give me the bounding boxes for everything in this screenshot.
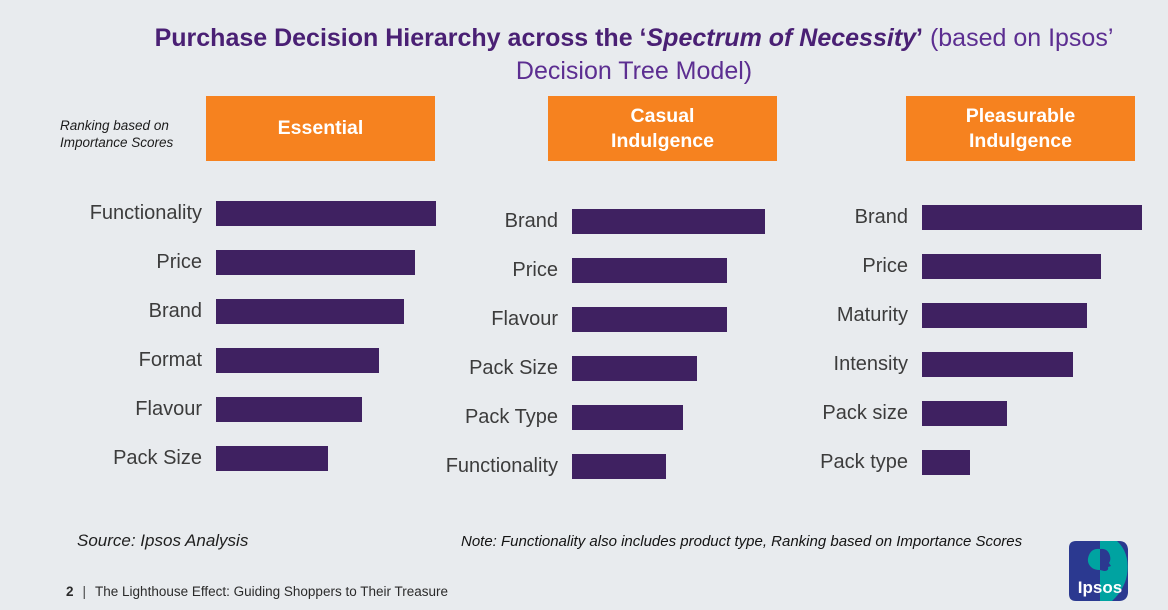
- bar-row: Pack Type: [358, 405, 765, 430]
- bar-label: Flavour: [491, 308, 558, 330]
- bar-row: Price: [2, 250, 436, 275]
- bar-row: Brand: [358, 209, 765, 234]
- bar-row: Price: [358, 258, 765, 283]
- source-note: Source: Ipsos Analysis: [77, 531, 249, 550]
- importance-bar: [922, 401, 1007, 426]
- bar-row: Price: [708, 254, 1142, 279]
- importance-bar: [922, 254, 1101, 279]
- bar-row: Pack size: [708, 401, 1142, 426]
- bar-group-essential: Functionality Price Brand Format Flavour Pack…: [2, 201, 436, 495]
- footnote: Note: Functionality also includes produc…: [461, 533, 1023, 550]
- footer-separator: |: [82, 584, 87, 599]
- bar-row: Functionality: [2, 201, 436, 226]
- importance-bar: [216, 201, 436, 226]
- title-suffix-line2: Decision Tree Model): [515, 57, 753, 85]
- importance-bar: [216, 397, 362, 422]
- footer-title: The Lighthouse Effect: Guiding Shoppers …: [95, 584, 448, 599]
- bar-label: Pack Size: [113, 447, 202, 469]
- bar-row: Brand: [2, 299, 436, 324]
- bar-label: Pack size: [822, 402, 908, 424]
- bar-row: Intensity: [708, 352, 1142, 377]
- bar-label: Pack Size: [469, 357, 558, 379]
- bar-row: Flavour: [358, 307, 765, 332]
- ipsos-logo-text: Ipsos: [1078, 578, 1122, 597]
- ipsos-logo: Ipsos: [1069, 541, 1132, 601]
- page-title: Purchase Decision Hierarchy across the ‘…: [134, 22, 1134, 88]
- importance-bar: [922, 205, 1142, 230]
- bar-row: Pack type: [708, 450, 1142, 475]
- bar-label: Format: [138, 349, 202, 371]
- bar-label: Price: [156, 251, 202, 273]
- importance-bar: [572, 209, 765, 234]
- bar-label: Brand: [148, 300, 202, 322]
- bar-row: Maturity: [708, 303, 1142, 328]
- bar-label: Brand: [854, 206, 908, 228]
- bar-label: Maturity: [836, 304, 908, 326]
- bar-group-pleasurable-indulgence: Brand Price Maturity Intensity Pack size Pack…: [708, 205, 1142, 499]
- column-header-pleasurable-indulgence: Pleasurable Indulgence: [906, 96, 1135, 161]
- title-emphasis: Spectrum of Necessity: [646, 24, 917, 52]
- importance-bar: [922, 450, 970, 475]
- importance-bar: [572, 258, 727, 283]
- ranking-annotation: Ranking based on Importance Scores: [60, 118, 174, 150]
- bar-row: Brand: [708, 205, 1142, 230]
- bar-row: Flavour: [2, 397, 436, 422]
- importance-bar: [216, 446, 328, 471]
- title-close-quote: ’: [916, 24, 923, 52]
- column-header-casual-indulgence: Casual Indulgence: [548, 96, 777, 161]
- bar-row: Format: [2, 348, 436, 373]
- title-main: Purchase Decision Hierarchy across the ‘: [154, 24, 647, 52]
- title-suffix: (based on Ipsos’: [923, 24, 1114, 52]
- bar-label: Functionality: [89, 202, 202, 224]
- importance-bar: [922, 303, 1087, 328]
- bar-label: Flavour: [135, 398, 202, 420]
- ipsos-face-left: [1087, 548, 1100, 570]
- importance-bar: [572, 454, 666, 479]
- bar-label: Pack Type: [464, 406, 558, 428]
- bar-row: Pack Size: [2, 446, 436, 471]
- bar-label: Brand: [504, 210, 558, 232]
- importance-bar: [216, 299, 404, 324]
- importance-bar: [572, 405, 683, 430]
- bar-row: Functionality: [358, 454, 765, 479]
- importance-bar: [216, 250, 415, 275]
- bar-label: Intensity: [833, 353, 908, 375]
- footer: 2 | The Lighthouse Effect: Guiding Shopp…: [66, 584, 448, 599]
- page-number: 2: [66, 584, 74, 599]
- bar-label: Price: [512, 259, 558, 281]
- importance-bar: [922, 352, 1073, 377]
- bar-label: Price: [862, 255, 908, 277]
- bar-group-casual-indulgence: Brand Price Flavour Pack Size Pack Type Funct…: [358, 209, 765, 503]
- bar-label: Functionality: [445, 455, 558, 477]
- importance-bar: [572, 356, 697, 381]
- bar-label: Pack type: [820, 451, 908, 473]
- importance-bar: [572, 307, 727, 332]
- importance-bar: [216, 348, 379, 373]
- column-header-essential: Essential: [206, 96, 435, 161]
- ipsos-face-right: [1100, 548, 1111, 571]
- ipsos-logo-icon: Ipsos: [1069, 541, 1128, 601]
- bar-row: Pack Size: [358, 356, 765, 381]
